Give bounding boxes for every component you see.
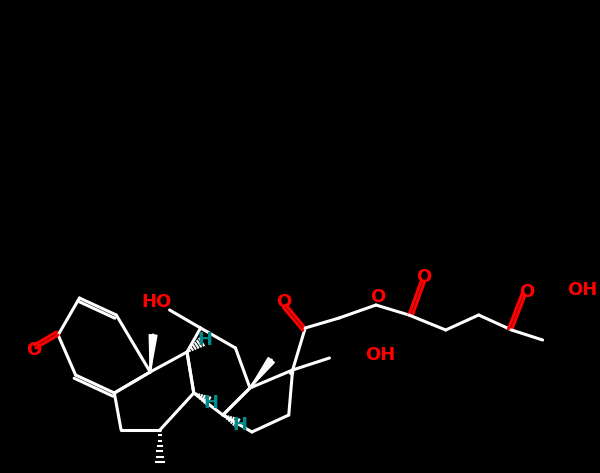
Text: O: O bbox=[276, 293, 292, 311]
Text: OH: OH bbox=[365, 346, 395, 364]
Text: O: O bbox=[416, 268, 431, 286]
Text: O: O bbox=[370, 288, 386, 306]
Polygon shape bbox=[250, 358, 274, 388]
Text: H: H bbox=[204, 394, 219, 412]
Polygon shape bbox=[149, 335, 157, 372]
Text: H: H bbox=[233, 416, 248, 434]
Text: OH: OH bbox=[567, 281, 597, 299]
Text: H: H bbox=[197, 331, 212, 349]
Text: HO: HO bbox=[141, 293, 171, 311]
Text: O: O bbox=[26, 341, 41, 359]
Text: O: O bbox=[520, 283, 535, 301]
